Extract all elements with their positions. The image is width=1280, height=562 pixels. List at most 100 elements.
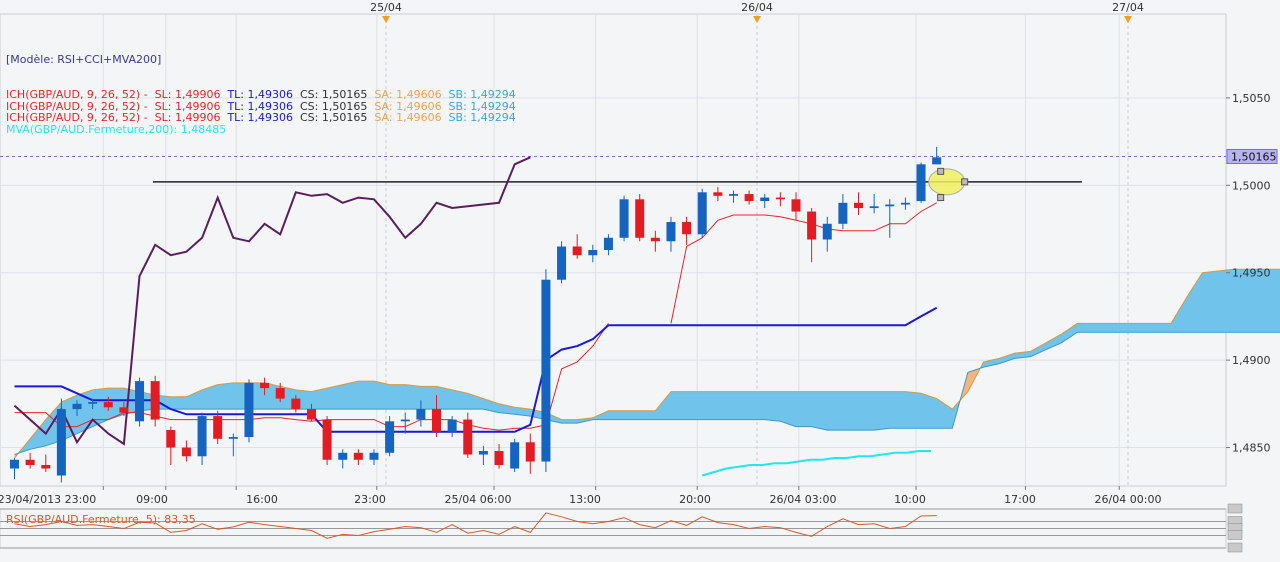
candle[interactable] bbox=[619, 195, 629, 242]
mva-200-line bbox=[701, 450, 931, 477]
candle[interactable] bbox=[244, 379, 254, 443]
candle[interactable] bbox=[494, 444, 504, 469]
candle[interactable] bbox=[385, 416, 395, 457]
candle[interactable] bbox=[369, 449, 379, 466]
candle[interactable] bbox=[728, 190, 738, 203]
candle[interactable] bbox=[822, 216, 832, 252]
candle-body bbox=[400, 419, 410, 422]
candle[interactable] bbox=[56, 398, 66, 483]
candle[interactable] bbox=[760, 194, 770, 209]
candle[interactable] bbox=[353, 449, 363, 466]
kijun-sen-line bbox=[14, 306, 938, 433]
x-tick-label: 23:00 bbox=[354, 493, 386, 506]
drag-handle[interactable] bbox=[937, 194, 945, 202]
candle[interactable] bbox=[228, 433, 238, 457]
candle[interactable] bbox=[650, 230, 660, 252]
drag-handle[interactable] bbox=[937, 167, 945, 175]
candle[interactable] bbox=[744, 190, 754, 205]
candle[interactable] bbox=[447, 416, 457, 438]
candle[interactable] bbox=[260, 377, 270, 396]
candle[interactable] bbox=[88, 398, 98, 410]
rsi-line bbox=[14, 512, 937, 539]
candle[interactable] bbox=[119, 402, 129, 417]
candle[interactable] bbox=[900, 197, 910, 210]
legend-prefix: ICH(GBP/AUD, 9, 26, 52) - SL: 1,49906 bbox=[6, 111, 221, 125]
drag-handle[interactable] bbox=[961, 178, 969, 186]
candle[interactable] bbox=[666, 216, 676, 252]
candle[interactable] bbox=[713, 187, 723, 202]
candle[interactable] bbox=[603, 234, 613, 256]
candle[interactable] bbox=[41, 454, 51, 473]
candle[interactable] bbox=[213, 410, 223, 445]
candle[interactable] bbox=[635, 194, 645, 242]
y-tick-label: 1,4900 bbox=[1232, 354, 1271, 367]
candle[interactable] bbox=[510, 438, 520, 473]
legend-cs: CS: 1,50165 bbox=[293, 111, 368, 125]
candle-body bbox=[25, 459, 35, 466]
candle[interactable] bbox=[150, 375, 160, 427]
candle[interactable] bbox=[775, 192, 785, 207]
candle[interactable] bbox=[322, 416, 332, 466]
candle[interactable] bbox=[541, 269, 551, 473]
candle[interactable] bbox=[400, 412, 410, 434]
candle[interactable] bbox=[588, 244, 598, 263]
candle[interactable] bbox=[181, 440, 191, 462]
candle[interactable] bbox=[932, 146, 942, 165]
candle[interactable] bbox=[275, 382, 285, 403]
candle[interactable] bbox=[416, 400, 426, 427]
candle[interactable] bbox=[478, 445, 488, 466]
candle[interactable] bbox=[432, 395, 442, 438]
candle[interactable] bbox=[838, 194, 848, 230]
senkou-span-a-line bbox=[14, 268, 1280, 459]
candle[interactable] bbox=[572, 234, 582, 259]
candle[interactable] bbox=[338, 449, 348, 469]
date-marker-label: 26/04 bbox=[741, 1, 773, 14]
candle[interactable] bbox=[72, 400, 82, 417]
candle-body bbox=[260, 382, 270, 389]
candle-body bbox=[854, 202, 864, 209]
ichimoku-legend-row: ICH(GBP/AUD, 9, 26, 52) - SL: 1,49906 TL… bbox=[6, 89, 516, 101]
candle[interactable] bbox=[306, 403, 316, 422]
legend-cs: CS: 1,50165 bbox=[293, 99, 368, 113]
candle-body bbox=[416, 409, 426, 420]
x-tick-label: 16:00 bbox=[246, 493, 278, 506]
candle[interactable] bbox=[791, 192, 801, 221]
candle[interactable] bbox=[525, 433, 535, 474]
x-tick-label: 20:00 bbox=[679, 493, 711, 506]
candle-body bbox=[306, 409, 316, 420]
x-tick-label: 09:00 bbox=[136, 493, 168, 506]
candle[interactable] bbox=[916, 162, 926, 203]
candle[interactable] bbox=[557, 241, 567, 284]
legend-sb: SB: 1,49294 bbox=[441, 99, 516, 113]
legend-prefix: ICH(GBP/AUD, 9, 26, 52) - SL: 1,49906 bbox=[6, 87, 221, 101]
candle-body bbox=[181, 447, 191, 457]
candle[interactable] bbox=[10, 458, 19, 480]
highlight-ellipse[interactable] bbox=[928, 168, 966, 196]
candle-body bbox=[572, 246, 582, 256]
candle[interactable] bbox=[885, 199, 895, 238]
candle[interactable] bbox=[25, 452, 35, 469]
candle[interactable] bbox=[854, 192, 864, 216]
ichimoku-legend-row: ICH(GBP/AUD, 9, 26, 52) - SL: 1,49906 TL… bbox=[6, 99, 516, 113]
candle[interactable] bbox=[463, 412, 473, 459]
candle[interactable] bbox=[682, 216, 692, 245]
candle-body bbox=[119, 407, 129, 413]
candle-body bbox=[213, 416, 223, 439]
legend-sa: SA: 1,49606 bbox=[367, 99, 442, 113]
candle-body bbox=[463, 419, 473, 455]
candle[interactable] bbox=[807, 208, 817, 263]
candle[interactable] bbox=[197, 412, 207, 466]
candle[interactable] bbox=[291, 395, 301, 413]
candle-body bbox=[353, 452, 363, 460]
candle-body bbox=[510, 442, 520, 469]
candle[interactable] bbox=[166, 426, 176, 466]
y-tick-label: 1,5000 bbox=[1232, 179, 1271, 192]
candle[interactable] bbox=[135, 377, 145, 427]
candle[interactable] bbox=[697, 188, 707, 238]
candle-body bbox=[88, 402, 98, 404]
candle[interactable] bbox=[103, 396, 113, 411]
candle-body bbox=[41, 465, 51, 469]
candle[interactable] bbox=[869, 194, 879, 214]
